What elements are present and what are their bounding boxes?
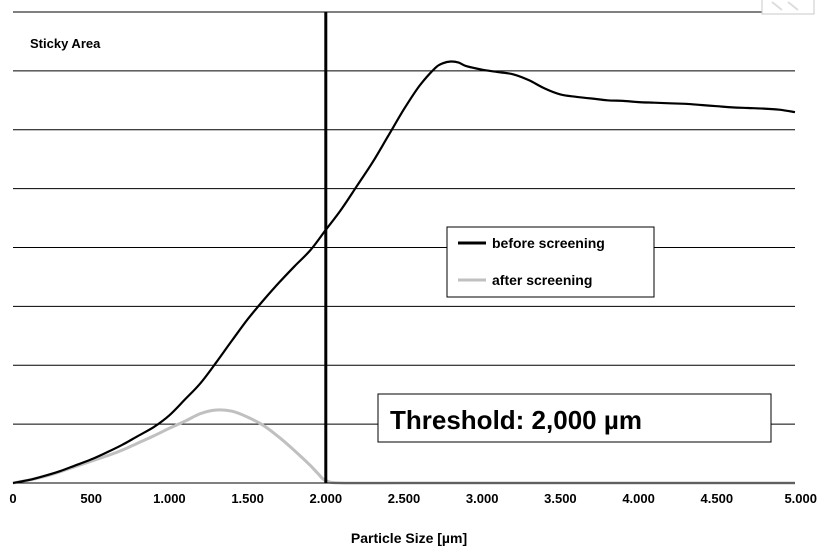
threshold-annotation-text: Threshold: 2,000 µm bbox=[390, 405, 642, 435]
gridlines bbox=[13, 11, 795, 425]
legend: before screening after screening bbox=[446, 226, 655, 298]
threshold-annotation: Threshold: 2,000 µm bbox=[377, 393, 772, 443]
legend-box bbox=[446, 226, 655, 298]
watermark-mark bbox=[771, 1, 799, 11]
x-tick-label: 2.500 bbox=[388, 491, 421, 506]
x-tick-label: 1.000 bbox=[153, 491, 186, 506]
x-tick-label: 2.000 bbox=[310, 491, 343, 506]
x-tick-label: 3.500 bbox=[544, 491, 577, 506]
x-tick-label: 500 bbox=[80, 491, 102, 506]
y-axis-title: Sticky Area bbox=[30, 36, 101, 51]
series-line-before-screening bbox=[12, 60, 796, 485]
x-tick-label: 5.000 bbox=[784, 491, 817, 506]
x-axis-title: Particle Size [µm] bbox=[351, 530, 467, 546]
corner-watermark bbox=[761, 0, 815, 15]
x-axis-ticks: 0 500 1.000 1.500 2.000 2.500 3.000 3.500 4.000 4… bbox=[9, 491, 817, 506]
x-tick-label: 4.500 bbox=[701, 491, 734, 506]
x-tick-label: 0 bbox=[9, 491, 16, 506]
legend-label-after: after screening bbox=[492, 272, 592, 288]
legend-label-before: before screening bbox=[492, 235, 605, 251]
threshold-annotation-box bbox=[377, 393, 772, 443]
x-tick-label: 3.000 bbox=[466, 491, 499, 506]
x-tick-label: 1.500 bbox=[231, 491, 264, 506]
x-tick-label: 4.000 bbox=[622, 491, 655, 506]
